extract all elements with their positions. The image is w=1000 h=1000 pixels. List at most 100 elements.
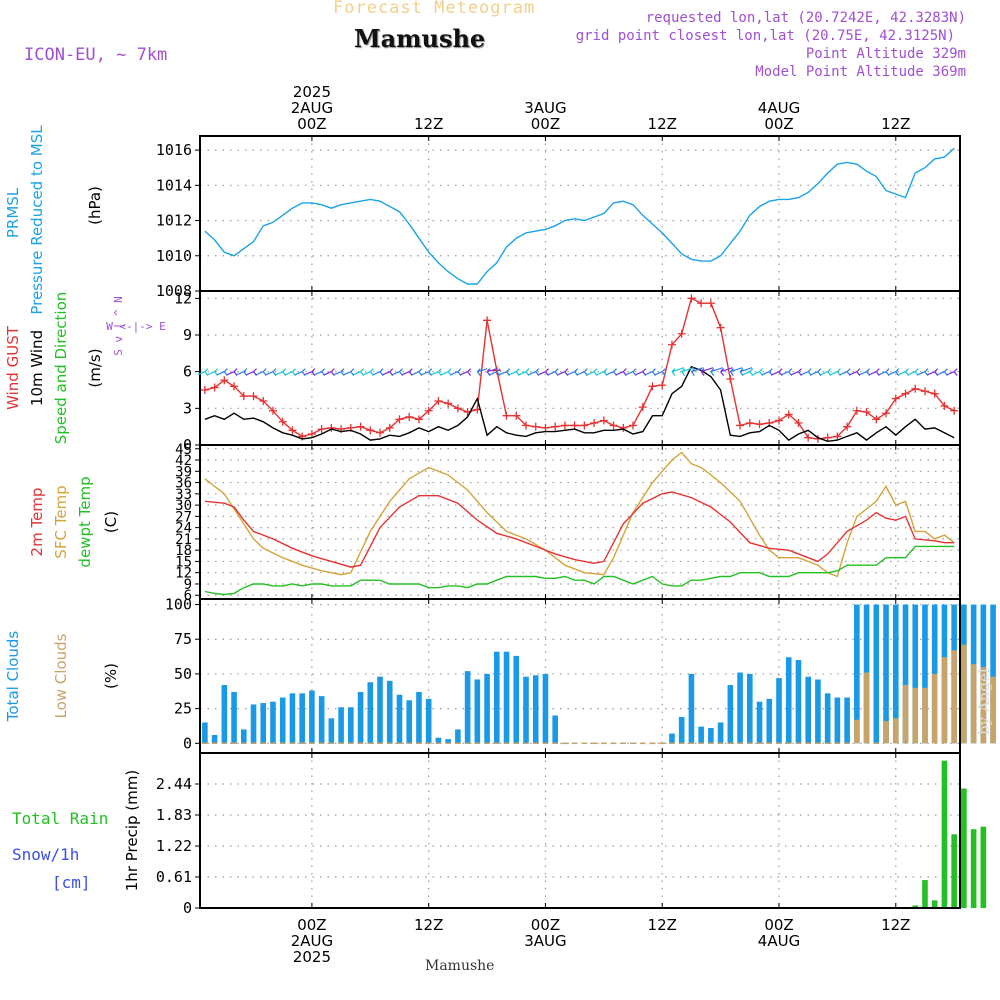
wind-direction-arrow	[720, 367, 733, 377]
wind-direction-arrow	[635, 368, 647, 377]
bar-clouds	[484, 673, 490, 744]
wind-direction-arrow	[256, 368, 267, 377]
time-label-bottom: 12Z	[648, 916, 677, 934]
gust-marker	[424, 406, 433, 415]
gust-marker	[706, 299, 715, 308]
unit-label: (hPa)	[86, 186, 104, 225]
time-label-top: 00Z	[297, 115, 326, 133]
wind-direction-arrow	[343, 368, 355, 377]
wind-direction-arrow	[810, 368, 822, 377]
bar-clouds	[961, 644, 967, 744]
bar-precip	[970, 829, 977, 908]
bar-clouds	[348, 707, 354, 744]
wind-direction-arrow	[839, 368, 851, 377]
series-line-prmsl	[204, 147, 955, 285]
wind-direction-arrow	[450, 368, 462, 377]
gust-marker	[288, 426, 297, 435]
wind-direction-arrow	[392, 368, 403, 377]
gust-marker	[317, 425, 326, 434]
wind-direction-arrow	[625, 368, 637, 377]
bar-precip	[980, 826, 987, 908]
bar-clouds	[211, 734, 218, 744]
bar-clouds	[367, 682, 374, 744]
wind-direction-arrow	[739, 367, 753, 377]
series-line-sfc-temp	[204, 451, 955, 578]
gust-marker	[395, 415, 404, 424]
legend-label: Total Clouds	[4, 631, 22, 723]
gust-marker	[268, 406, 277, 415]
gust-marker	[551, 422, 560, 431]
y-tick-label: 9	[184, 577, 192, 593]
gust-marker	[376, 428, 385, 437]
legend-label: Low Clouds	[52, 633, 70, 718]
unit-label: (%)	[102, 663, 120, 689]
bar-clouds	[873, 604, 880, 744]
bar-precip	[922, 880, 928, 908]
gust-marker	[599, 416, 608, 425]
wind-direction-arrow	[547, 368, 559, 377]
time-label-top: 12Z	[648, 115, 677, 133]
gust-marker	[852, 406, 861, 415]
bar-clouds	[883, 604, 889, 744]
bar-clouds	[941, 657, 948, 744]
bar-clouds	[747, 673, 753, 744]
unit-label: (C)	[102, 511, 120, 533]
gust-marker	[434, 397, 443, 405]
bar-clouds	[318, 696, 325, 744]
wind-direction-arrow	[869, 368, 880, 377]
gust-marker	[278, 417, 287, 426]
bar-clouds	[309, 690, 315, 744]
wind-direction-arrow	[762, 368, 773, 377]
wind-direction-arrow	[421, 368, 433, 377]
time-label-top: 00Z	[531, 115, 560, 133]
time-label-bottom: 00Z	[764, 916, 793, 934]
y-tick-label: 18	[175, 543, 192, 559]
y-tick-label: 30	[175, 498, 192, 514]
y-tick-label: 0	[183, 899, 192, 917]
gust-marker	[560, 421, 569, 430]
wind-direction-arrow	[314, 368, 326, 377]
legend-label: SFC Temp	[52, 485, 70, 558]
time-label-bottom: 12Z	[414, 916, 443, 934]
panel-frame-temperature	[199, 444, 961, 600]
legend-label: Pressure Reduced to MSL	[28, 125, 46, 315]
y-tick-label: 1014	[156, 176, 192, 194]
wind-direction-arrow	[363, 368, 374, 377]
wind-direction-arrow	[681, 367, 694, 377]
gust-marker	[385, 423, 394, 432]
wind-direction-arrow	[671, 367, 685, 377]
gust-marker	[570, 421, 579, 430]
y-tick-label: 50	[174, 665, 192, 683]
bar-clouds	[455, 729, 461, 744]
bar-clouds	[377, 676, 383, 744]
bar-clouds	[990, 676, 996, 744]
legend-label: Snow/1h	[12, 845, 79, 864]
series-line-2m-temp	[204, 491, 955, 568]
bar-clouds	[990, 604, 996, 744]
wind-direction-arrow	[820, 368, 832, 377]
gust-marker	[930, 389, 939, 398]
wind-direction-arrow	[294, 368, 306, 377]
wind-direction-arrow	[411, 368, 423, 377]
y-tick-label: 1012	[156, 212, 192, 230]
bar-clouds	[260, 703, 267, 744]
legend-label: dewpt Temp	[76, 476, 94, 567]
wind-direction-arrow	[476, 368, 488, 377]
legend-label: Total Rain	[12, 809, 108, 828]
legend-label: 10m Wind	[28, 330, 46, 406]
bar-clouds	[523, 676, 529, 744]
wind-direction-arrow	[246, 368, 258, 377]
station-title: Mamushe	[354, 24, 486, 53]
wind-direction-arrow	[729, 367, 743, 377]
wind-direction-arrow	[538, 368, 549, 377]
gust-marker	[911, 384, 920, 393]
requested-coords: requested lon,lat (20.7242E, 42.3283N)	[645, 10, 966, 26]
unit-label: 1hr Precip (mm)	[123, 770, 141, 891]
y-tick-label: 12	[175, 566, 192, 582]
gust-marker	[823, 433, 832, 442]
bar-clouds	[493, 651, 500, 744]
bar-clouds	[922, 687, 928, 744]
gust-marker	[220, 376, 229, 385]
gust-marker	[444, 399, 453, 408]
y-tick-label: 42	[175, 453, 192, 469]
